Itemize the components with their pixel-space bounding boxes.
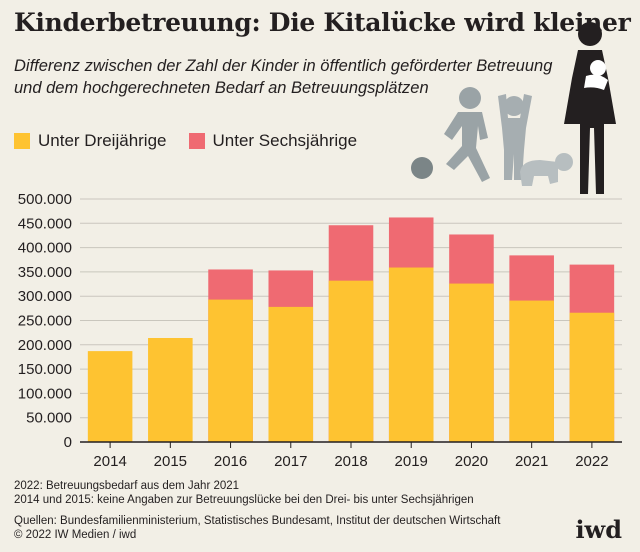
bar-under-3-2022 (569, 312, 615, 442)
bar-under-3-2019 (388, 267, 434, 442)
legend-item-under-3: Unter Dreijährige (14, 131, 167, 151)
x-tick-label-2022: 2022 (575, 453, 608, 470)
footnote-2014-2015: 2014 und 2015: keine Angaben zur Betreuu… (14, 494, 474, 506)
x-tick-label-2017: 2017 (274, 453, 307, 470)
footnote-2022: 2022: Betreuungsbedarf aus dem Jahr 2021 (14, 480, 240, 492)
child-arms-raised-icon (498, 94, 532, 180)
bar-under-3-2014 (87, 351, 133, 442)
baby-icon (590, 60, 606, 76)
x-tick-label-2015: 2015 (154, 453, 187, 470)
bar-under-3-2020 (449, 283, 494, 442)
legend-item-under-6: Unter Sechsjährige (188, 131, 358, 151)
bar-under-3-2016 (208, 299, 253, 442)
bar-under-3-2021 (509, 300, 554, 442)
y-tick-label: 100.000 (18, 385, 72, 402)
iwd-logo: iwd (575, 515, 622, 544)
bar-under-3-2018 (328, 280, 374, 442)
running-child-icon (444, 87, 490, 182)
crawling-baby-icon (520, 153, 573, 186)
bar-under-3-2015 (148, 337, 193, 442)
x-tick-label-2014: 2014 (93, 453, 126, 470)
y-tick-label: 300.000 (18, 288, 72, 305)
footnotes: 2022: Betreuungsbedarf aus dem Jahr 2021… (14, 479, 474, 507)
legend-swatch-under-6 (188, 133, 205, 149)
y-tick-label: 350.000 (18, 264, 72, 281)
x-tick-label-2021: 2021 (515, 453, 548, 470)
sources-text: Quellen: Bundesfamilienministerium, Stat… (14, 515, 501, 527)
bar-chart: 0 50.000 100.000 150.000 200.000 250.000 300.0… (18, 191, 622, 470)
legend-label-under-3: Unter Dreijährige (38, 131, 167, 150)
chart-subtitle: Differenz zwischen der Zahl der Kinder i… (14, 57, 553, 97)
chart-title: Kinderbetreuung: Die Kitalücke wird klei… (14, 8, 631, 37)
y-tick-label: 500.000 (18, 191, 72, 208)
x-tick-label-2016: 2016 (214, 453, 247, 470)
x-tick-label-2018: 2018 (334, 453, 367, 470)
y-tick-label: 250.000 (18, 313, 72, 330)
mother-icon (564, 22, 616, 194)
x-tick-label-2020: 2020 (455, 453, 488, 470)
bar-under-3-2017 (268, 306, 314, 442)
y-tick-label: 50.000 (26, 410, 72, 427)
family-illustration-icon (411, 22, 616, 194)
x-tick-label-2019: 2019 (395, 453, 428, 470)
y-tick-label: 400.000 (18, 240, 72, 257)
y-tick-label: 150.000 (18, 361, 72, 378)
sources-block: Quellen: Bundesfamilienministerium, Stat… (14, 514, 500, 542)
y-tick-label: 0 (64, 434, 72, 451)
ball-icon (411, 157, 433, 179)
legend-swatch-under-3 (14, 133, 30, 149)
y-tick-label: 200.000 (18, 337, 72, 354)
legend: Unter Dreijährige Unter Sechsjährige (14, 131, 379, 151)
y-tick-label: 450.000 (18, 215, 72, 232)
legend-label-under-6: Unter Sechsjährige (212, 131, 358, 150)
copyright-text: © 2022 IW Medien / iwd (14, 529, 137, 541)
